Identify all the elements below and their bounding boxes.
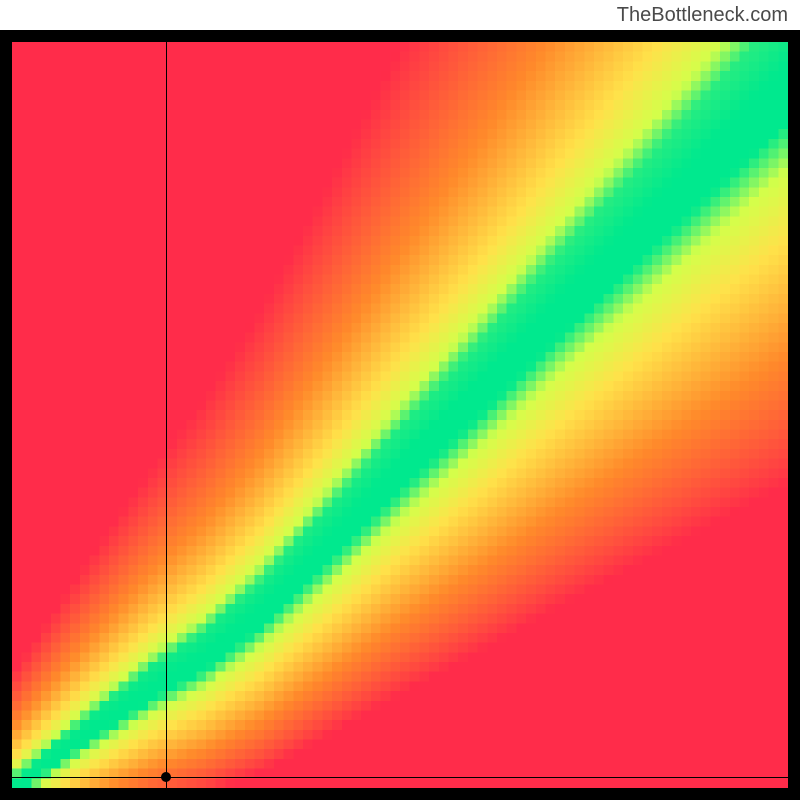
chart-frame bbox=[0, 30, 800, 800]
marker-dot bbox=[161, 772, 171, 782]
crosshair-vertical-line bbox=[166, 42, 167, 788]
crosshair-horizontal-line bbox=[12, 777, 788, 778]
heatmap-canvas bbox=[12, 42, 788, 788]
heatmap-plot-area bbox=[12, 42, 788, 788]
attribution-text: TheBottleneck.com bbox=[617, 4, 788, 27]
